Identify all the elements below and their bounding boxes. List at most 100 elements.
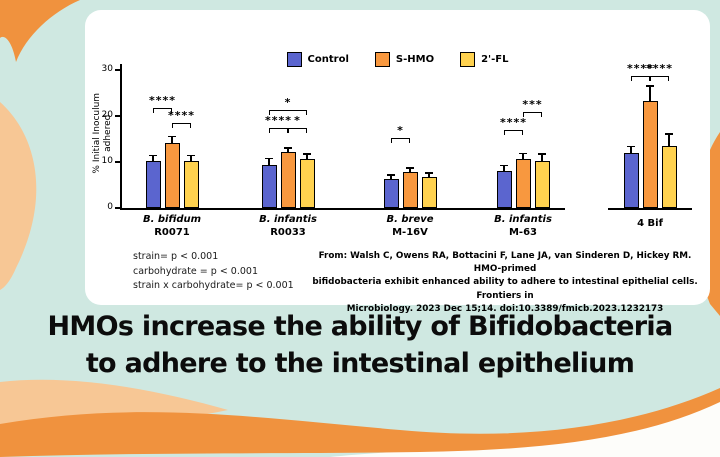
error-whisker (287, 148, 289, 152)
bar (534, 161, 550, 208)
error-whisker (190, 155, 192, 161)
error-whisker (390, 174, 392, 179)
sig-bracket (269, 110, 307, 116)
error-cap (646, 85, 654, 87)
legend-swatch-2fl (460, 52, 476, 67)
bar (383, 178, 399, 208)
sig-label: **** (167, 108, 195, 122)
error-cap (627, 145, 635, 148)
sig-bracket (172, 122, 191, 128)
error-cap (265, 157, 273, 160)
sig-label: * (284, 96, 292, 110)
bar (402, 172, 418, 208)
error-whisker (541, 154, 543, 162)
bar (261, 165, 277, 208)
legend-label-shmo: S-HMO (395, 54, 435, 65)
error-cap (538, 153, 546, 155)
error-whisker (668, 133, 670, 146)
error-whisker (171, 136, 173, 144)
sig-label: **** (499, 115, 527, 129)
citation: From: Walsh C, Owens RA, Bottacini F, La… (310, 250, 700, 316)
error-cap (187, 154, 195, 157)
y-tick-label: 0 (107, 202, 113, 212)
category-species: B. infantis (259, 214, 317, 225)
sig-label: *** (522, 97, 543, 111)
category-strain: R0033 (270, 227, 306, 238)
bar (183, 160, 199, 208)
error-whisker (409, 167, 411, 173)
headline: HMOs increase the ability of Bifidobacte… (0, 308, 720, 382)
y-tick-mark (115, 115, 120, 117)
sig-bracket (504, 129, 523, 135)
category-strain: 4 Bif (637, 218, 663, 229)
category-species: B. breve (386, 214, 434, 225)
citation-line-2: bifidobacteria exhibit enhanced ability … (312, 277, 698, 301)
sig-label: **** (264, 113, 292, 127)
category-strain: M-16V (392, 227, 428, 238)
bar (421, 177, 437, 208)
error-cap (406, 167, 414, 169)
sig-bracket (269, 127, 288, 133)
sig-bracket (631, 76, 650, 82)
category-strain: R0071 (154, 227, 190, 238)
error-whisker (522, 153, 524, 160)
y-axis-line (120, 64, 122, 208)
y-tick-mark (115, 69, 120, 71)
legend-swatch-shmo (374, 52, 390, 67)
chart-legend: Control S-HMO 2'-FL (85, 52, 710, 67)
category-species: B. bifidum (142, 214, 202, 225)
y-tick-label: 30 (101, 64, 113, 74)
y-tick-label: 10 (101, 156, 113, 166)
stats-line-carbohydrate: carbohydrate = p < 0.001 (133, 265, 258, 277)
legend-item-2fl: 2'-FL (460, 52, 508, 67)
bottom-orange-wave (0, 388, 720, 457)
stats-line-strain: strain= p < 0.001 (133, 251, 219, 262)
sig-label: **** (645, 62, 673, 76)
category-species: B. infantis (494, 214, 552, 225)
chart-panel: Control S-HMO 2'-FL % Initial Inoculum a… (85, 10, 710, 314)
error-whisker (268, 158, 270, 166)
error-whisker (152, 155, 154, 162)
error-cap (425, 172, 433, 174)
stats-line-interaction: strain x carbohydrate= p < 0.001 (133, 280, 294, 292)
headline-line1: HMOs increase the ability of Bifidobacte… (47, 311, 674, 342)
citation-line-1: From: Walsh C, Owens RA, Bottacini F, La… (318, 251, 692, 275)
error-cap (519, 152, 527, 154)
bottom-right-white-area (330, 398, 720, 457)
legend-label-2fl: 2'-FL (481, 54, 509, 65)
error-cap (665, 133, 673, 135)
error-cap (303, 153, 311, 155)
stats-note: strain= p < 0.001 carbohydrate = p < 0.0… (133, 250, 294, 294)
error-cap (168, 135, 176, 138)
left-peach-wave (0, 102, 37, 290)
bar (642, 101, 658, 208)
sig-bracket (650, 76, 669, 82)
x-axis-segment (608, 208, 692, 210)
y-tick-mark (115, 207, 120, 209)
sig-label: * (294, 113, 301, 127)
citation-line-3: Microbiology. 2023 Dec 15;14. doi:10.338… (346, 303, 664, 314)
bar (145, 161, 161, 208)
bar (515, 159, 531, 208)
bar (299, 158, 315, 208)
category-strain: M-63 (508, 227, 538, 238)
sig-label: **** (626, 62, 654, 76)
plot-area: 0 10 20 30 **** **** B. bifidum R0071 * **** * B. i… (85, 10, 710, 305)
error-cap (500, 164, 508, 167)
x-axis-segment (120, 208, 565, 210)
error-whisker (306, 154, 308, 159)
sig-bracket (153, 108, 172, 114)
sig-label: **** (148, 94, 176, 108)
error-whisker (630, 146, 632, 154)
error-whisker (428, 173, 430, 178)
y-tick-mark (115, 161, 120, 163)
error-cap (284, 147, 292, 149)
error-whisker (649, 86, 651, 102)
bar (623, 153, 639, 208)
headline-line2: to adhere to the intestinal epithelium (85, 348, 635, 379)
sig-bracket (391, 138, 410, 144)
sig-bracket (523, 111, 542, 117)
y-tick-label: 20 (101, 110, 113, 120)
bar (164, 143, 180, 208)
